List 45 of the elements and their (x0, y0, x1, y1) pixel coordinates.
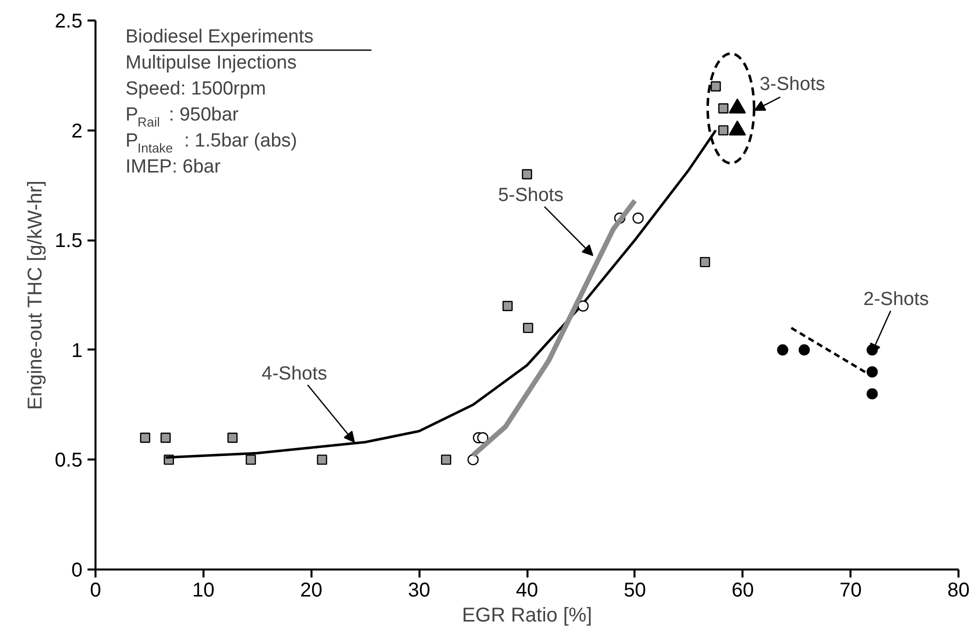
point (440, 454, 452, 465)
point (700, 256, 710, 268)
y-tick-label: 1.5 (54, 230, 83, 252)
annotation: Speed: 1500rpm (126, 78, 266, 100)
point (798, 344, 810, 356)
annotation: 4-Shots (262, 364, 328, 385)
x-tick-label: 80 (947, 580, 970, 602)
x-tick-label: 10 (192, 580, 214, 602)
point (246, 454, 256, 465)
y-tick-label: 2 (71, 120, 82, 142)
point (160, 432, 171, 443)
y-tick-label: 0 (71, 560, 82, 582)
y-tick-label: 1 (71, 340, 82, 362)
point (477, 432, 488, 444)
x-tick-label: 30 (408, 580, 430, 602)
point (710, 81, 721, 92)
x-tick-label: 20 (300, 580, 322, 602)
annotation: Biodiesel Experiments (126, 26, 314, 48)
point (777, 344, 788, 356)
point (577, 300, 589, 312)
point (522, 322, 534, 334)
point (632, 212, 644, 224)
annotation: Multipulse Injections (126, 52, 297, 74)
point (227, 432, 238, 443)
x-tick-label: 70 (840, 580, 862, 602)
x-axis-title: EGR Ratio [%] (462, 604, 592, 626)
annotation: 2-Shots (863, 288, 929, 310)
x-tick-label: 60 (732, 580, 754, 602)
annotation: 3-Shots (760, 74, 826, 95)
point (467, 454, 479, 466)
y-tick-label: 2.5 (54, 10, 83, 32)
x-tick-label: 40 (516, 580, 538, 602)
x-tick-label: 50 (624, 580, 646, 602)
point (522, 169, 532, 180)
point (866, 388, 878, 400)
annotation: 5-Shots (498, 184, 564, 206)
annotation: IMEP: 6bar (126, 156, 222, 178)
point (140, 432, 150, 443)
point (502, 300, 513, 312)
point (316, 454, 328, 465)
y-tick-label: 0.5 (54, 450, 83, 472)
y-axis-title: Engine-out THC [g/kW-hr] (24, 180, 47, 410)
point (718, 103, 728, 114)
point (718, 125, 728, 136)
x-tick-label: 0 (90, 580, 102, 602)
